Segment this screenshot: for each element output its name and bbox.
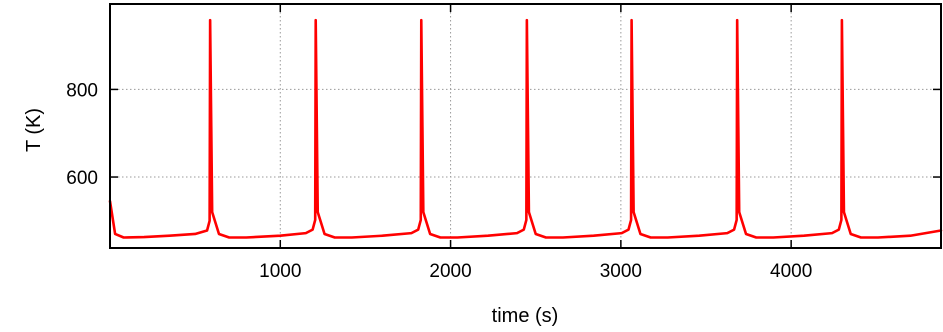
temperature-series-line xyxy=(108,18,943,239)
y-tick-label: 800 xyxy=(66,80,98,101)
x-axis-label: time (s) xyxy=(492,305,559,327)
tick-labels: 1000 2000 3000 4000 600 800 xyxy=(66,80,812,282)
x-tick-label: 1000 xyxy=(259,261,301,282)
y-tick-label: 600 xyxy=(66,168,98,189)
grid-lines xyxy=(110,4,941,248)
x-tick-label: 3000 xyxy=(600,261,642,282)
x-tick-label: 2000 xyxy=(429,261,471,282)
x-tick-label: 4000 xyxy=(770,261,812,282)
plot-frame xyxy=(109,3,942,249)
y-axis-label: T (K) xyxy=(23,108,45,152)
plot-border xyxy=(109,3,942,249)
